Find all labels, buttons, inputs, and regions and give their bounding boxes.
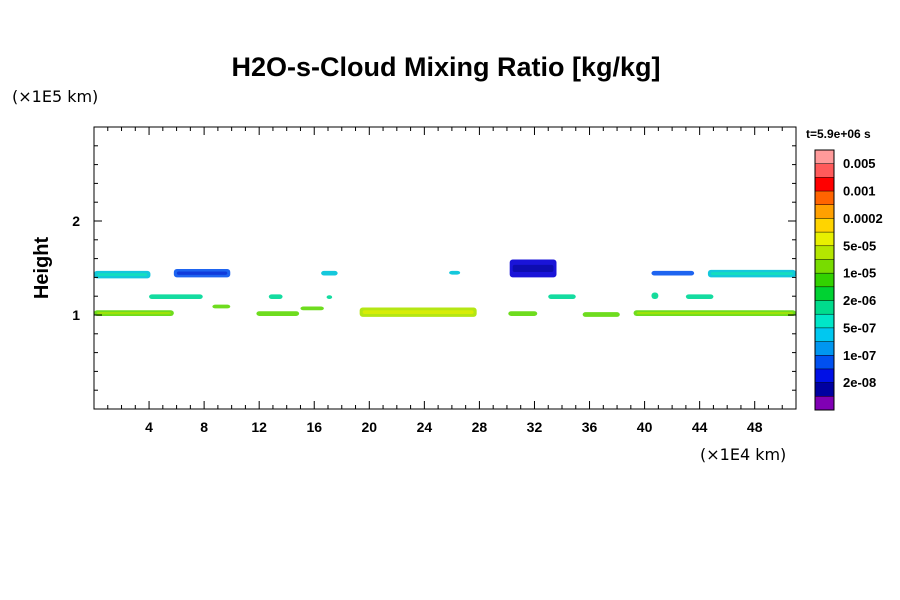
colorbar-segment bbox=[815, 218, 834, 233]
cloud-band-15 bbox=[256, 311, 300, 316]
y-tick-label: 1 bbox=[72, 307, 80, 323]
colorbar-segment bbox=[815, 314, 834, 329]
colorbar-segment bbox=[815, 150, 834, 165]
cloud-band-core-6 bbox=[710, 272, 793, 276]
colorbar-label: 5e-07 bbox=[843, 320, 876, 335]
y-axis-label: Height bbox=[31, 237, 53, 300]
colorbar-segment bbox=[815, 341, 834, 356]
x-tick-label: 24 bbox=[417, 419, 433, 435]
y-tick-label: 2 bbox=[72, 213, 80, 229]
x-tick-label: 4 bbox=[145, 419, 153, 435]
cloud-band-18 bbox=[508, 311, 538, 316]
chart-title: H2O-s-Cloud Mixing Ratio [kg/kg] bbox=[232, 52, 661, 82]
x-tick-label: 12 bbox=[251, 419, 267, 435]
x-tick-label: 16 bbox=[306, 419, 322, 435]
cloud-band-7 bbox=[149, 294, 203, 300]
cloud-band-3 bbox=[449, 270, 461, 275]
colorbar-segment bbox=[815, 177, 834, 192]
colorbar-label: 1e-05 bbox=[843, 266, 876, 281]
time-label: t=5.9e+06 s bbox=[806, 127, 871, 141]
cloud-band-core-20 bbox=[636, 311, 793, 315]
x-axis: 4 8 12 16 20 24 28 32 36 40 44 48 bbox=[107, 127, 783, 435]
x-tick-label: 44 bbox=[692, 419, 708, 435]
cloud-band-16 bbox=[300, 306, 324, 311]
x-tick-label: 48 bbox=[747, 419, 763, 435]
colorbar-segment bbox=[815, 382, 834, 397]
cloud-band-8 bbox=[268, 294, 283, 300]
colorbar-segment bbox=[815, 163, 834, 178]
colorbar-segment bbox=[815, 245, 834, 260]
colorbar-segment bbox=[815, 286, 834, 302]
cloud-band-core-1 bbox=[176, 271, 228, 275]
x-tick-label: 28 bbox=[472, 419, 488, 435]
colorbar-segment bbox=[815, 355, 834, 370]
colorbar-segment bbox=[815, 232, 834, 247]
cloud-band-core-13 bbox=[97, 311, 171, 315]
x-tick-label: 20 bbox=[362, 419, 378, 435]
colorbar-frame bbox=[814, 149, 835, 411]
cloud-field bbox=[94, 259, 796, 317]
plot-frame bbox=[93, 126, 797, 410]
x-unit-label: (×1E4 km) bbox=[700, 445, 786, 464]
cloud-band-19 bbox=[582, 312, 620, 317]
cloud-band-core-17 bbox=[362, 310, 474, 315]
y-axis: 12 bbox=[72, 145, 796, 391]
colorbar-segment bbox=[815, 396, 834, 411]
colorbar-segment bbox=[815, 204, 834, 219]
colorbar-label: 2e-08 bbox=[843, 375, 876, 390]
colorbar-label: 2e-06 bbox=[843, 293, 876, 308]
colorbar-label: 5e-05 bbox=[843, 238, 876, 253]
x-tick-label: 32 bbox=[527, 419, 543, 435]
colorbar-segment bbox=[815, 273, 834, 288]
colorbar-label: 1e-07 bbox=[843, 348, 876, 363]
cloud-band-5 bbox=[651, 270, 695, 276]
colorbar-segment bbox=[815, 191, 834, 206]
x-tick-label: 40 bbox=[637, 419, 653, 435]
cloud-band-core-0 bbox=[97, 273, 148, 277]
colorbar-segment bbox=[815, 300, 834, 315]
colorbar-segment bbox=[815, 259, 834, 274]
cloud-band-12 bbox=[685, 294, 714, 300]
cloud-band-core-4 bbox=[512, 264, 554, 273]
colorbar-label: 0.001 bbox=[843, 184, 876, 199]
x-tick-label: 8 bbox=[200, 419, 208, 435]
cloud-band-14 bbox=[212, 304, 231, 309]
colorbar-segment bbox=[815, 368, 834, 384]
colorbar: 0.005 0.001 0.0002 5e-05 1e-05 2e-06 5e-07 1e-0… bbox=[814, 149, 883, 411]
cloud-band-10 bbox=[548, 294, 576, 300]
y-unit-label: (×1E5 km) bbox=[12, 87, 98, 106]
colorbar-label: 0.005 bbox=[843, 156, 876, 171]
colorbar-label: 0.0002 bbox=[843, 211, 883, 226]
colorbar-segment bbox=[815, 327, 834, 343]
cloud-band-core-11 bbox=[654, 294, 656, 298]
cloud-band-2 bbox=[321, 270, 338, 276]
x-tick-label: 36 bbox=[582, 419, 598, 435]
cloud-band-9 bbox=[326, 295, 333, 300]
plot-area: 4 8 12 16 20 24 28 32 36 40 44 48 12 bbox=[72, 126, 797, 435]
